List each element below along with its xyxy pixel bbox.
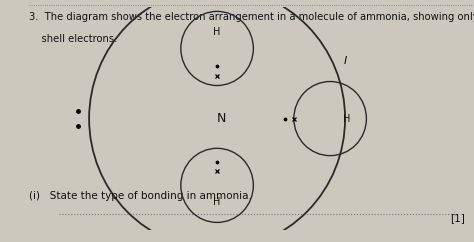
Text: H: H [213, 27, 221, 37]
Text: [1]: [1] [450, 213, 465, 223]
Text: shell electrons.: shell electrons. [29, 34, 118, 44]
Text: (i)   State the type of bonding in ammonia.: (i) State the type of bonding in ammonia… [29, 191, 252, 201]
Text: 3.  The diagram shows the electron arrangement in a molecule of ammonia, showing: 3. The diagram shows the electron arrang… [29, 12, 474, 22]
Text: N: N [217, 112, 226, 125]
Text: I: I [344, 56, 346, 66]
Text: H: H [213, 197, 221, 207]
Text: H: H [343, 113, 350, 124]
